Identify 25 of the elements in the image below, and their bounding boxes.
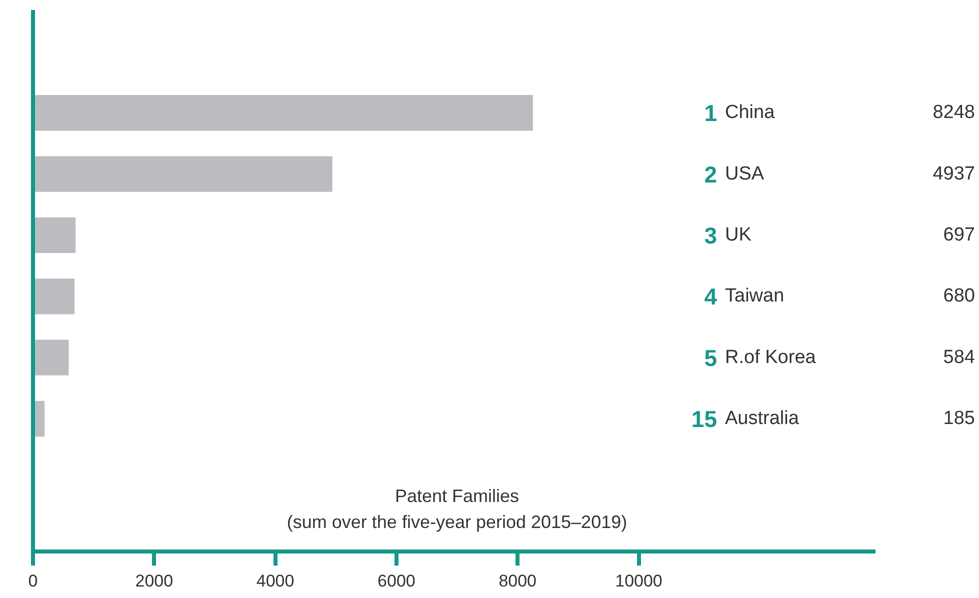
annotation: 4	[704, 284, 718, 310]
annotation: 3	[704, 222, 717, 249]
x-tick-label: 2000	[135, 571, 174, 590]
y-tick-label: Australia	[725, 408, 800, 429]
y-tick-label: R.of Korea	[725, 346, 816, 368]
data-label: 697	[943, 224, 975, 246]
data-label: 584	[943, 346, 976, 368]
x-tick-label: 8000	[498, 571, 537, 590]
x-tick-label: 4000	[256, 571, 294, 590]
x-tick-label: 6000	[378, 571, 416, 590]
y-tick-label: UK	[725, 224, 752, 246]
data-label: 185	[943, 408, 975, 429]
annotation: 5	[704, 344, 718, 371]
annotation: 1	[704, 100, 718, 126]
data-label: 8248	[932, 102, 975, 124]
x-tick-label: 0	[28, 571, 38, 590]
y-tick-label: Taiwan	[725, 286, 784, 307]
annotation: 2	[704, 161, 717, 188]
data-label: 4937	[932, 163, 975, 184]
y-tick-label: USA	[725, 163, 764, 184]
data-label: 680	[943, 286, 975, 307]
y-tick-label: China	[725, 102, 776, 124]
x-axis-title: Patent Families (sum over the five-year period 2015–2019)	[286, 486, 628, 532]
x-tick-label: 10000	[615, 571, 662, 590]
annotation: 15	[691, 406, 718, 432]
